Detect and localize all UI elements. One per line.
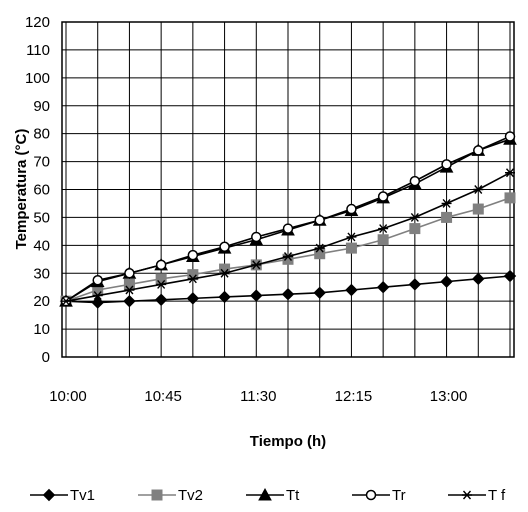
data-point xyxy=(124,285,135,295)
chart-series xyxy=(59,131,517,309)
y-axis-title: Temperatura (°C) xyxy=(13,129,30,250)
x-axis-tick-labels: 10:00 10:45 11:30 12:15 13:00 xyxy=(49,388,467,405)
data-point xyxy=(187,249,199,261)
data-point xyxy=(472,203,484,215)
data-point xyxy=(42,488,56,502)
data-point xyxy=(377,234,389,246)
data-point xyxy=(258,487,272,501)
data-point xyxy=(314,214,325,226)
data-point xyxy=(92,274,103,286)
data-point xyxy=(283,252,293,261)
data-point xyxy=(365,489,377,501)
y-tick-label: 20 xyxy=(33,293,50,310)
x-tick-label: 12:15 xyxy=(335,388,373,405)
legend-entry: T f xyxy=(448,487,506,504)
series-tv1 xyxy=(59,269,517,309)
data-point xyxy=(505,168,515,178)
legend-entry: Tv2 xyxy=(138,487,203,504)
x-axis-title: Tiempo (h) xyxy=(250,433,326,450)
data-point xyxy=(313,286,326,299)
legend-label: Tv2 xyxy=(178,487,203,504)
data-point xyxy=(441,198,452,208)
data-point xyxy=(154,293,168,306)
data-point xyxy=(251,231,262,243)
data-point xyxy=(186,292,200,305)
data-point xyxy=(409,175,421,187)
y-tick-label: 80 xyxy=(33,126,50,143)
y-tick-label: 10 xyxy=(33,321,50,338)
data-point xyxy=(250,289,263,302)
data-point xyxy=(155,259,167,271)
data-point xyxy=(377,191,389,202)
data-point xyxy=(123,278,135,290)
data-point xyxy=(376,281,390,294)
data-point xyxy=(124,268,135,279)
data-point xyxy=(92,291,103,301)
data-point xyxy=(473,145,484,156)
data-point xyxy=(187,274,198,284)
data-point xyxy=(345,283,358,297)
data-point xyxy=(282,223,294,234)
legend-label: Tt xyxy=(286,487,300,504)
y-tick-label: 40 xyxy=(33,237,50,254)
y-tick-label: 120 xyxy=(25,14,50,31)
data-point xyxy=(409,212,420,222)
data-point xyxy=(346,203,357,215)
y-tick-label: 0 xyxy=(42,349,50,366)
legend-entry: Tv1 xyxy=(30,487,95,504)
data-point xyxy=(282,253,294,265)
data-point xyxy=(219,241,230,252)
x-tick-label: 10:45 xyxy=(144,388,182,405)
legend-entry: Tt xyxy=(246,487,300,504)
legend-label: Tv1 xyxy=(70,487,95,504)
y-tick-label: 70 xyxy=(33,154,50,171)
legend-label: T f xyxy=(488,487,506,504)
chart-legend: Tv1 Tv2 Tt Tr T f xyxy=(30,487,506,504)
legend-entry: Tr xyxy=(352,487,406,504)
data-point xyxy=(503,269,517,283)
data-point xyxy=(462,490,472,500)
data-point xyxy=(346,232,357,242)
data-point xyxy=(345,242,357,254)
y-tick-label: 110 xyxy=(26,42,50,59)
y-tick-label: 90 xyxy=(33,98,50,115)
y-tick-label: 60 xyxy=(33,182,50,199)
x-tick-label: 11:30 xyxy=(240,388,276,405)
data-point xyxy=(504,131,516,142)
data-point xyxy=(156,279,167,289)
data-point xyxy=(440,275,453,288)
data-point xyxy=(151,489,163,501)
data-point xyxy=(281,287,295,301)
data-point xyxy=(473,185,484,194)
data-point xyxy=(314,243,325,253)
x-tick-label: 13:00 xyxy=(430,388,468,405)
data-point xyxy=(472,272,485,286)
data-point xyxy=(408,278,422,291)
data-point xyxy=(155,273,167,285)
data-point xyxy=(91,296,104,309)
y-tick-label: 50 xyxy=(33,209,50,226)
y-tick-label: 30 xyxy=(33,265,50,282)
data-point xyxy=(61,296,71,306)
data-point xyxy=(218,290,231,304)
data-point xyxy=(441,211,453,223)
data-point xyxy=(378,224,389,234)
data-point xyxy=(219,268,230,278)
data-point xyxy=(314,248,326,260)
legend-label: Tr xyxy=(392,487,406,504)
data-point xyxy=(251,260,262,270)
plot-area-frame xyxy=(61,21,515,358)
y-axis-tick-labels: 0 10 20 30 40 50 60 70 80 90 100 110 120 xyxy=(25,14,50,366)
data-point xyxy=(504,192,516,204)
series-tf xyxy=(61,168,515,306)
y-tick-label: 100 xyxy=(25,70,50,87)
series-tr xyxy=(60,131,516,307)
data-point xyxy=(409,223,421,235)
data-point xyxy=(441,159,452,170)
x-tick-label: 10:00 xyxy=(49,388,87,405)
data-point xyxy=(123,294,136,308)
